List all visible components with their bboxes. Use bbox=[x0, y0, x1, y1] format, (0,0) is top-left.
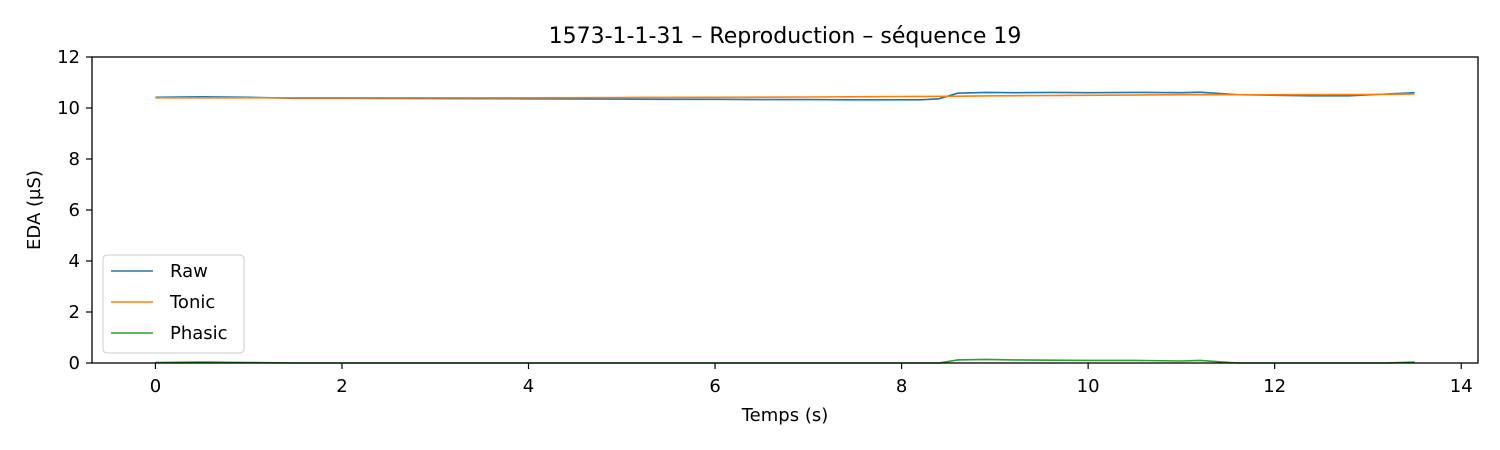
x-tick-label: 2 bbox=[336, 376, 347, 397]
y-tick-label: 6 bbox=[69, 200, 80, 221]
legend-label-raw: Raw bbox=[170, 261, 208, 282]
legend-label-phasic: Phasic bbox=[170, 323, 228, 344]
y-tick-label: 0 bbox=[69, 353, 80, 374]
plot-frame bbox=[91, 56, 1479, 364]
x-tick-label: 10 bbox=[1077, 376, 1100, 397]
y-tick-label: 2 bbox=[69, 302, 80, 323]
x-tick-label: 12 bbox=[1263, 376, 1286, 397]
series-line-raw bbox=[155, 91, 1415, 101]
x-tick-label: 4 bbox=[523, 376, 534, 397]
series-line-tonic bbox=[155, 93, 1415, 99]
y-axis-label: EDA (µS) bbox=[24, 170, 45, 250]
x-tick-label: 14 bbox=[1450, 376, 1473, 397]
y-tick-label: 8 bbox=[69, 149, 80, 170]
x-tick-label: 0 bbox=[150, 376, 161, 397]
chart-title: 1573-1-1-31 – Reproduction – séquence 19 bbox=[549, 24, 1022, 49]
y-tick-label: 4 bbox=[69, 251, 80, 272]
legend-label-tonic: Tonic bbox=[169, 292, 215, 313]
legend: Raw Tonic Phasic bbox=[102, 254, 245, 354]
x-tick-label: 8 bbox=[896, 376, 907, 397]
y-tick-label: 10 bbox=[57, 98, 80, 119]
x-tick-label: 6 bbox=[709, 376, 720, 397]
series-lines bbox=[155, 91, 1415, 364]
y-tick-label: 12 bbox=[57, 47, 80, 68]
axis-ticks: 0 2 4 6 8 10 12 14 0 2 4 6 8 10 12 bbox=[57, 47, 1473, 397]
legend-box bbox=[102, 254, 245, 354]
x-axis-label: Temps (s) bbox=[741, 405, 829, 426]
